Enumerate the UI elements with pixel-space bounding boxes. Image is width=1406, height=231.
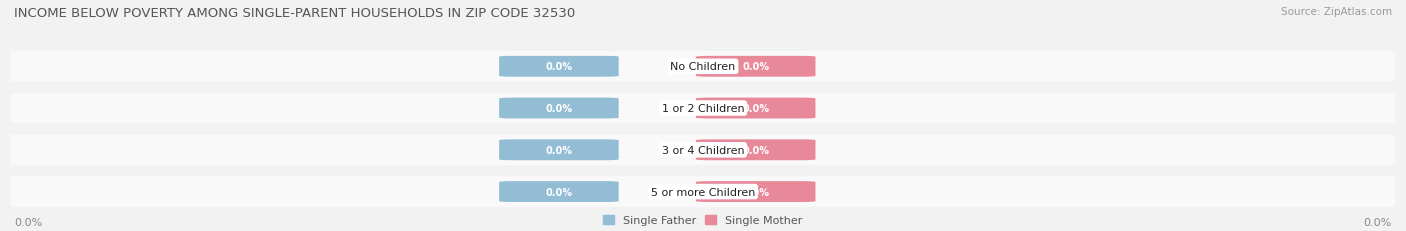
Text: 0.0%: 0.0%: [742, 103, 769, 114]
FancyBboxPatch shape: [10, 135, 1395, 165]
FancyBboxPatch shape: [696, 140, 815, 161]
Legend: Single Father, Single Mother: Single Father, Single Mother: [603, 215, 803, 225]
Text: Source: ZipAtlas.com: Source: ZipAtlas.com: [1281, 7, 1392, 17]
Text: 0.0%: 0.0%: [1364, 217, 1392, 227]
FancyBboxPatch shape: [10, 93, 1395, 124]
FancyBboxPatch shape: [696, 98, 815, 119]
Text: 0.0%: 0.0%: [546, 103, 572, 114]
FancyBboxPatch shape: [499, 140, 619, 161]
FancyBboxPatch shape: [10, 52, 1395, 82]
FancyBboxPatch shape: [696, 57, 815, 77]
Text: 3 or 4 Children: 3 or 4 Children: [662, 145, 744, 155]
Text: 0.0%: 0.0%: [546, 145, 572, 155]
FancyBboxPatch shape: [499, 98, 619, 119]
FancyBboxPatch shape: [499, 181, 619, 202]
FancyBboxPatch shape: [696, 181, 815, 202]
Text: 0.0%: 0.0%: [546, 187, 572, 197]
FancyBboxPatch shape: [10, 176, 1395, 207]
Text: 0.0%: 0.0%: [546, 62, 572, 72]
Text: No Children: No Children: [671, 62, 735, 72]
Text: 0.0%: 0.0%: [742, 62, 769, 72]
Text: 0.0%: 0.0%: [14, 217, 42, 227]
Text: 5 or more Children: 5 or more Children: [651, 187, 755, 197]
Text: INCOME BELOW POVERTY AMONG SINGLE-PARENT HOUSEHOLDS IN ZIP CODE 32530: INCOME BELOW POVERTY AMONG SINGLE-PARENT…: [14, 7, 575, 20]
FancyBboxPatch shape: [499, 57, 619, 77]
Text: 1 or 2 Children: 1 or 2 Children: [662, 103, 744, 114]
Text: 0.0%: 0.0%: [742, 187, 769, 197]
Text: 0.0%: 0.0%: [742, 145, 769, 155]
